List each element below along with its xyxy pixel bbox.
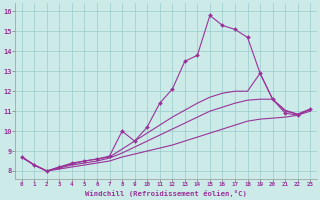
X-axis label: Windchill (Refroidissement éolien,°C): Windchill (Refroidissement éolien,°C) <box>85 190 247 197</box>
